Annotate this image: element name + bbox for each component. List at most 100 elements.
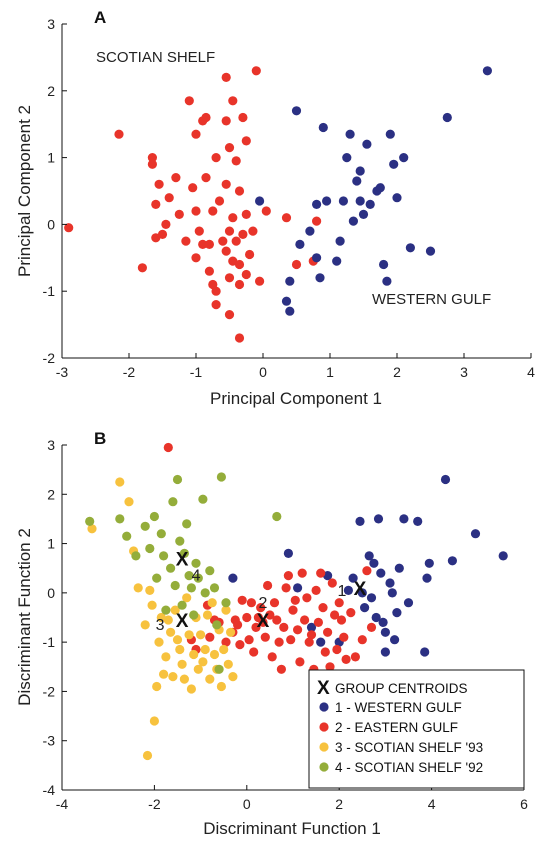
legend-marker-3 <box>319 742 329 752</box>
panel-b-point-series-4 <box>115 514 125 524</box>
panel-b-point-series-3 <box>193 664 203 674</box>
panel-a-point-series-1 <box>224 226 235 236</box>
panel-b-point-series-3 <box>226 627 236 637</box>
panel-b-point-series-2 <box>325 662 335 672</box>
panel-b-point-series-2 <box>311 585 321 596</box>
legend-entry-3: 3 - SCOTIAN SHELF '93 <box>335 740 483 755</box>
panel-b-point-series-1 <box>360 603 370 613</box>
panel-b-point-series-4 <box>189 610 199 620</box>
panel-b-point-series-2 <box>267 652 277 662</box>
panel-b-point-series-3 <box>166 627 176 637</box>
panel-b-point-series-1 <box>378 617 388 628</box>
legend-title: GROUP CENTROIDS <box>335 681 468 696</box>
panel-b-point-series-1 <box>316 637 326 647</box>
panel-b-point-series-1 <box>424 558 434 568</box>
panel-b-points <box>85 442 508 761</box>
panel-b-letter: B <box>94 429 106 448</box>
panel-a-point-series-1 <box>208 206 218 216</box>
panel-b-point-series-1 <box>293 583 303 593</box>
panel-b-point-series-1 <box>413 516 423 527</box>
panel-a-point-series-1 <box>184 96 194 106</box>
panel-b-point-series-1 <box>283 548 293 559</box>
legend-marker-4 <box>319 762 329 772</box>
panel-a-point-series-1 <box>191 253 201 263</box>
panel-b-point-series-3 <box>186 684 196 694</box>
panel-a-point-series-2 <box>425 246 436 256</box>
panel-a-point-series-2 <box>312 253 322 263</box>
panel-a-point-series-1 <box>231 156 241 166</box>
panel-a-point-series-2 <box>389 159 399 169</box>
panel-a-point-series-2 <box>382 276 392 286</box>
panel-b-y-tick-label: 3 <box>47 437 55 453</box>
panel-a-point-series-2 <box>338 196 348 206</box>
panel-b-point-series-2 <box>313 617 323 628</box>
panel-b-point-series-2 <box>265 610 275 620</box>
panel-a-point-series-1 <box>201 112 211 123</box>
legend-marker-2 <box>319 722 329 732</box>
panel-b-point-series-4 <box>85 516 95 527</box>
panel-b-point-series-2 <box>362 566 372 576</box>
panel-a-point-series-2 <box>315 273 325 283</box>
panel-b-point-series-1 <box>498 551 508 561</box>
panel-a-point-series-1 <box>191 206 201 216</box>
panel-a-point-series-2 <box>399 153 409 163</box>
panel-b-point-series-3 <box>145 585 155 596</box>
panel-b-point-series-4 <box>193 573 203 583</box>
panel-a-point-series-2 <box>335 236 345 246</box>
panel-a-point-series-1 <box>171 173 181 183</box>
legend-entry-4: 4 - SCOTIAN SHELF '92 <box>335 760 483 775</box>
panel-b-point-series-4 <box>200 588 210 598</box>
panel-b-point-series-3 <box>207 598 217 608</box>
panel-a-point-series-1 <box>241 209 251 219</box>
panel-b-point-series-3 <box>161 652 171 662</box>
panel-a-x-tick-label: 3 <box>460 364 468 380</box>
panel-b-point-series-1 <box>420 647 430 657</box>
panel-b-point-series-3 <box>205 674 215 684</box>
panel-b-point-series-2 <box>302 593 312 603</box>
panel-b-point-series-3 <box>170 605 180 615</box>
panel-a-points <box>64 66 492 343</box>
panel-a-point-series-1 <box>221 179 231 189</box>
panel-a-point-series-1 <box>164 193 174 203</box>
panel-b-point-series-1 <box>387 588 397 598</box>
panel-a-point-series-1 <box>261 206 271 216</box>
panel-b-point-series-2 <box>237 595 247 605</box>
panel-b-point-series-4 <box>177 600 187 610</box>
panel-a-point-series-2 <box>345 129 355 139</box>
panel-a-x-ticks: -3 -2 -1 0 1 2 3 4 <box>56 353 535 380</box>
panel-b-point-series-2 <box>205 632 215 642</box>
panel-b-point-series-2 <box>279 622 289 633</box>
panel-b-x-axis-title: Discriminant Function 1 <box>203 819 381 838</box>
panel-b-point-series-2 <box>286 635 296 645</box>
panel-a-x-tick-label: -2 <box>123 364 136 380</box>
panel-b-point-series-3 <box>209 649 220 660</box>
panel-b-point-series-4 <box>205 566 215 576</box>
panel-a-y-tick-label: 2 <box>47 83 55 99</box>
panel-a-x-tick-label: 1 <box>326 364 334 380</box>
panel-a-point-series-1 <box>245 249 255 260</box>
panel-a-point-series-1 <box>221 72 231 82</box>
panel-a-y-tick-label: 0 <box>47 216 55 232</box>
panel-b-y-tick-label: -1 <box>43 634 56 650</box>
panel-a-point-series-1 <box>255 276 265 286</box>
panel-a-point-series-1 <box>211 300 221 310</box>
panel-b-point-series-3 <box>168 672 178 682</box>
panel-b-x-tick-label: -2 <box>148 796 161 812</box>
panel-b-point-series-2 <box>256 603 266 613</box>
panel-b-point-series-2 <box>300 615 310 625</box>
legend-entry-2: 2 - EASTERN GULF <box>335 720 458 735</box>
panel-b-point-series-4 <box>209 583 220 593</box>
panel-a-y-axis-title: Principal Component 2 <box>15 105 34 277</box>
panel-a-point-series-1 <box>201 173 211 183</box>
panel-b-x-tick-label: 2 <box>335 796 343 812</box>
panel-b-point-series-1 <box>343 585 353 596</box>
panel-b-point-series-4 <box>212 620 222 630</box>
panel-a-point-series-1 <box>194 226 204 236</box>
panel-b-point-series-2 <box>274 637 284 647</box>
panel-b-point-series-3 <box>147 600 157 610</box>
panel-a-point-series-1 <box>221 116 231 126</box>
panel-b-point-series-3 <box>115 477 125 487</box>
panel-a-y-tick-label: -2 <box>43 350 56 366</box>
panel-b-point-series-1 <box>380 647 390 657</box>
